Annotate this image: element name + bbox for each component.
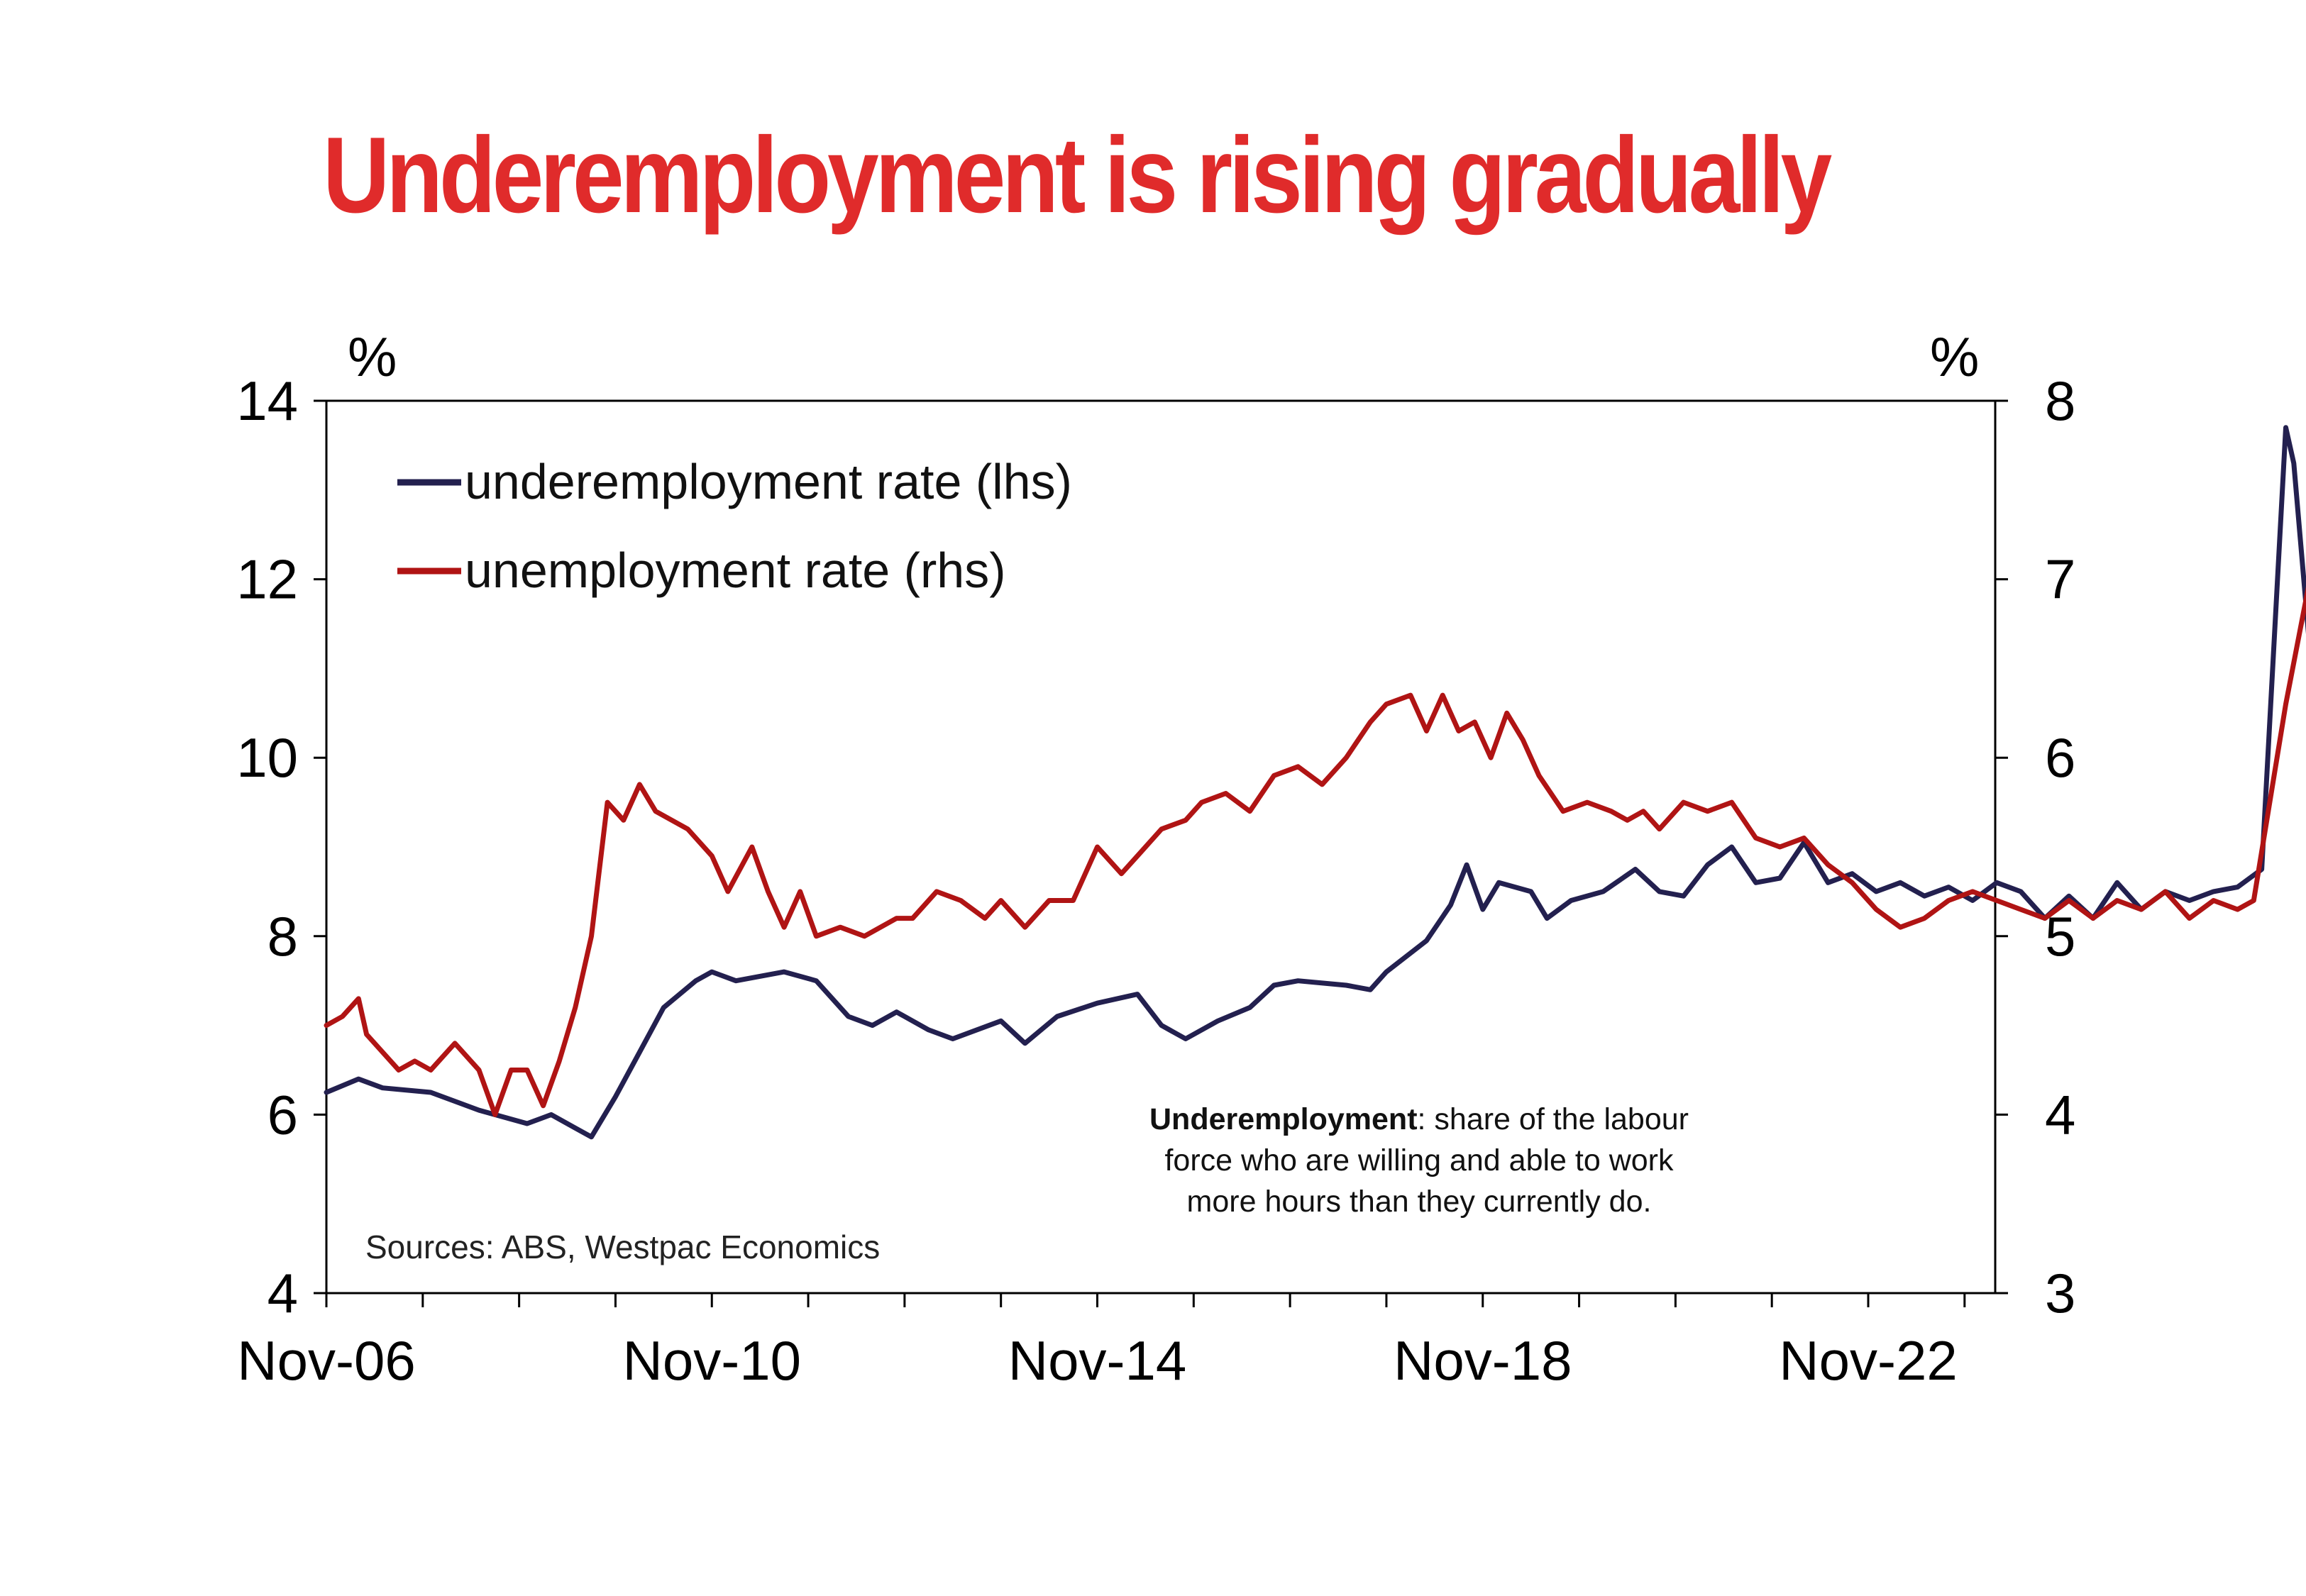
legend-label-underemployment: underemployment rate (lhs): [465, 454, 1072, 509]
note-line-3: more hours than they currently do.: [1187, 1185, 1652, 1219]
right-tick-label: 3: [2045, 1262, 2075, 1324]
left-tick-label: 4: [267, 1262, 298, 1324]
left-tick-label: 6: [267, 1083, 298, 1146]
source-note: Sources: ABS, Westpac Economics: [365, 1229, 880, 1265]
right-tick-label: 7: [2045, 548, 2075, 611]
right-tick-label: 6: [2045, 726, 2075, 789]
left-tick-label: 14: [236, 370, 298, 432]
chart-title: Underemployment is rising gradually: [323, 115, 1832, 235]
x-tick-label: Nov-14: [1008, 1329, 1186, 1392]
note-line-1: Underemployment: share of the labour: [1149, 1102, 1689, 1136]
definition-note: Underemployment: share of the labour for…: [1149, 1102, 1689, 1219]
x-tick-label: Nov-22: [1779, 1329, 1957, 1392]
left-tick-label: 12: [236, 548, 298, 611]
right-axis-unit: %: [1930, 326, 1979, 388]
legend-label-unemployment: unemployment rate (rhs): [465, 543, 1006, 598]
x-tick-label: Nov-06: [237, 1329, 415, 1392]
x-tick-label: Nov-18: [1394, 1329, 1572, 1392]
underemployment-series-line: [324, 425, 2306, 1140]
x-tick-label: Nov-10: [623, 1329, 801, 1392]
note-bold-term: Underemployment: [1149, 1102, 1418, 1136]
left-axis-unit: %: [348, 326, 397, 388]
left-tick-label: 10: [236, 726, 298, 789]
unemployment-series-line: [324, 586, 2306, 1117]
axes: [325, 399, 1997, 1295]
legend: underemployment rate (lhs) unemployment …: [397, 454, 1072, 598]
series-layer: [324, 425, 2306, 1140]
right-tick-label: 4: [2045, 1083, 2075, 1146]
left-tick-label: 8: [267, 905, 298, 968]
note-line-2: force who are willing and able to work: [1164, 1143, 1674, 1177]
note-line-1-rest: : share of the labour: [1418, 1102, 1689, 1136]
right-tick-label: 8: [2045, 370, 2075, 432]
